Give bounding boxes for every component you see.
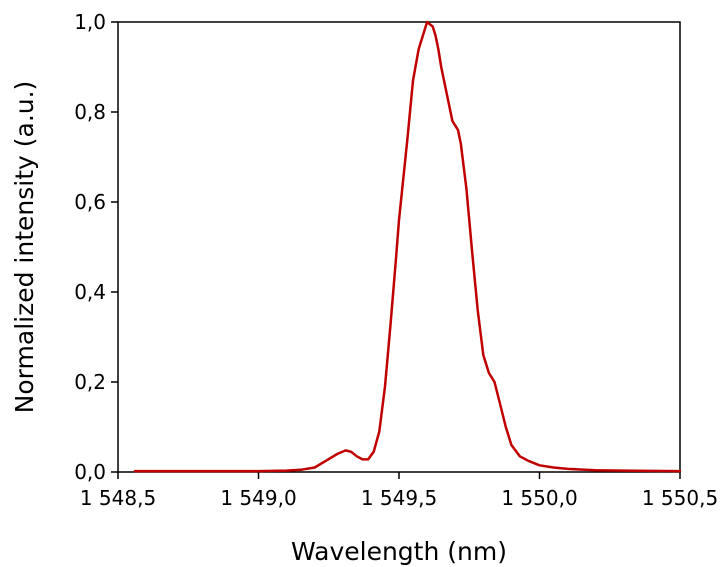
x-tick-label: 1 548,5 xyxy=(80,486,156,510)
x-tick-label: 1 549,0 xyxy=(220,486,296,510)
y-tick-label: 0,8 xyxy=(74,100,106,124)
series-line xyxy=(133,20,682,473)
x-tick-label: 1 550,0 xyxy=(501,486,577,510)
x-axis-label: Wavelength (nm) xyxy=(291,537,507,566)
x-tick-label: 1 549,5 xyxy=(361,486,437,510)
y-tick-label: 0,2 xyxy=(74,370,106,394)
y-axis-ticks: 0,0 0,2 0,4 0,6 0,8 1,0 xyxy=(74,10,118,484)
x-axis-ticks: 1 548,5 1 549,0 1 549,5 1 550,0 1 550,5 xyxy=(80,472,718,510)
y-tick-label: 0,4 xyxy=(74,280,106,304)
y-axis-label: Normalized intensity (a.u.) xyxy=(10,81,39,414)
y-tick-label: 0,0 xyxy=(74,460,106,484)
x-tick-label: 1 550,5 xyxy=(642,486,718,510)
y-tick-label: 0,6 xyxy=(74,190,106,214)
plot-frame xyxy=(117,21,681,473)
y-tick-label: 1,0 xyxy=(74,10,106,34)
